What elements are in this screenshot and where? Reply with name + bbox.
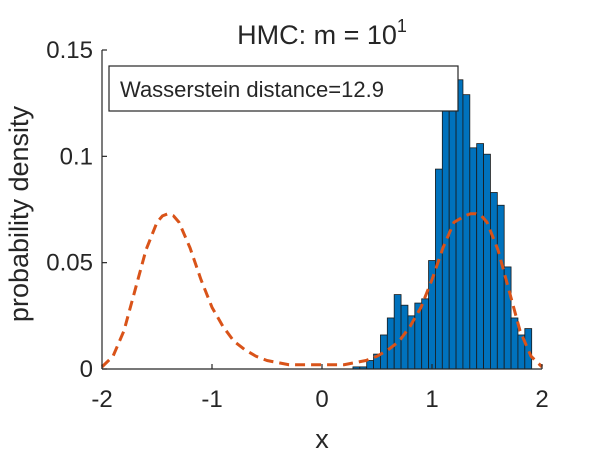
y-tick-label: 0 (80, 356, 93, 383)
annotation-text: Wasserstein distance=12.9 (120, 77, 384, 102)
x-tick-label: 2 (535, 386, 548, 413)
y-tick-label: 0.15 (46, 37, 93, 64)
histogram-bar (462, 94, 471, 370)
chart-title: HMC: m = 101 (237, 16, 407, 50)
histogram-bar (421, 298, 429, 370)
histogram-bar (483, 153, 491, 370)
histogram-bar (441, 109, 450, 370)
histogram-bar (386, 317, 395, 370)
histogram-bar (455, 79, 464, 370)
histogram-bar (435, 168, 443, 370)
histogram-bar (366, 360, 374, 370)
x-tick-label: -2 (91, 386, 112, 413)
histogram-bar (524, 328, 533, 370)
chart-title-main: HMC: m = 10 (237, 20, 397, 50)
histogram-bars (352, 79, 533, 370)
x-axis-label: x (315, 424, 329, 454)
histogram-bar (496, 204, 505, 370)
annotation-box: Wasserstein distance=12.9 (108, 65, 459, 112)
x-tick-label: 1 (425, 386, 438, 413)
density-curve (100, 212, 544, 368)
histogram-bar (510, 317, 519, 370)
histogram-bar (476, 143, 484, 370)
histogram-bar (469, 147, 478, 370)
histogram-bar (448, 104, 457, 370)
x-tick-label: -1 (201, 386, 222, 413)
y-tick-label: 0.05 (46, 250, 93, 277)
histogram-bar (393, 294, 402, 370)
histogram-bar (490, 192, 498, 370)
annotation-box-frame (108, 65, 459, 112)
x-tick-label: 0 (315, 386, 328, 413)
y-tick-label: 0.1 (60, 143, 93, 170)
y-axis-label: probability density (4, 105, 34, 322)
chart-title-superscript: 1 (397, 16, 407, 36)
axes: -2 -1 0 1 2 0 0.05 0.1 0.15 (46, 37, 548, 413)
density-curve-layer (100, 212, 544, 368)
